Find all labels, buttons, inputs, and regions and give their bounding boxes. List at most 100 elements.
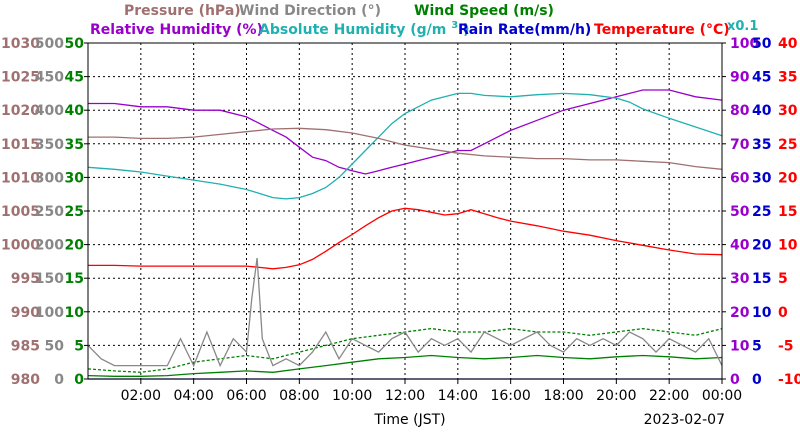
y-tick-wind_speed: 5 [74,338,84,354]
y-tick-pressure: 985 [11,338,40,354]
legend-absolute-humidity-tail: ) [463,22,469,38]
y-tick-wind_dir: 350 [35,137,64,153]
legend-absolute-humidity: Absolute Humidity (g/m [259,22,446,38]
series-wind-speed-mean [87,354,723,377]
x-axis: 02:00 04:00 06:00 08:00 10:00 12:00 14:00 16:00… [121,379,742,404]
x-tick-label: 22:00 [649,388,689,404]
y-tick-wind_speed: 45 [65,70,84,86]
y-tick-pressure: 1015 [1,137,40,153]
series-wind-dir [87,257,723,368]
y-tick-temp: 10 [778,238,798,254]
y-axes: 9809859909951000100510101015102010251030… [1,36,800,388]
y-tick-temp: -10 [778,372,800,388]
legend-rain-rate: Rain Rate(mm/h) [458,22,591,38]
y-tick-rh: 40 [730,238,750,254]
y-tick-wind_speed: 30 [65,170,85,186]
y-tick-wind_speed: 25 [65,204,84,220]
y-tick-rh: 60 [730,170,750,186]
y-tick-rain: 45 [752,70,771,86]
x-tick-label: 10:00 [332,388,372,404]
y-tick-wind_speed: 20 [65,238,85,254]
y-tick-wind_dir: 0 [54,372,64,388]
y-tick-wind_speed: 35 [65,137,84,153]
y-tick-wind_speed: 0 [74,372,84,388]
y-tick-rh: 0 [730,372,740,388]
y-tick-wind_speed: 40 [65,103,85,119]
y-tick-pressure: 995 [11,271,40,287]
y-tick-wind_dir: 250 [35,204,64,220]
y-tick-rain: 35 [752,137,771,153]
y-tick-rh: 50 [730,204,750,220]
chart-date: 2023-02-07 [644,412,725,428]
y-tick-temp: 15 [778,204,797,220]
y-tick-wind_dir: 100 [35,305,64,321]
y-tick-temp: 0 [778,305,788,321]
y-tick-pressure: 1020 [1,103,40,119]
x-tick-label: 14:00 [438,388,478,404]
series-rh [88,89,723,175]
y-tick-wind_speed: 15 [65,271,84,287]
y-tick-wind_speed: 50 [65,36,85,52]
y-tick-rain: 10 [752,305,772,321]
x-tick-label: 04:00 [173,388,213,404]
x-tick-label: 08:00 [279,388,319,404]
legend-row-2: Relative Humidity (%) Absolute Humidity … [90,16,730,38]
y-tick-rain: 15 [752,271,771,287]
y-tick-rain: 50 [752,36,772,52]
y-tick-rain: 40 [752,103,772,119]
y-tick-pressure: 990 [11,305,40,321]
x-tick-label: 16:00 [490,388,530,404]
series-ah [87,92,723,200]
y-tick-wind_dir: 450 [35,70,64,86]
series-pressure [88,127,723,170]
y-tick-temp: 35 [778,70,797,86]
y-tick-temp: 5 [778,271,788,287]
y-tick-temp: -5 [778,338,794,354]
y-tick-wind_speed: 10 [65,305,85,321]
y-tick-wind_dir: 500 [35,36,64,52]
y-tick-rain: 0 [752,372,762,388]
y-tick-wind_dir: 400 [35,103,64,119]
y-tick-rain: 5 [752,338,762,354]
y-tick-rh: 100 [730,36,759,52]
y-tick-pressure: 1005 [1,204,40,220]
y-tick-temp: 40 [778,36,798,52]
legend-pressure: Pressure (hPa) [124,3,241,19]
y-tick-rh: 80 [730,103,750,119]
legend-wind-speed: Wind Speed (m/s) [414,3,554,19]
legend-relative-humidity: Relative Humidity (%) [90,22,263,38]
legend-temperature: Temperature (°C) [594,22,730,38]
x-axis-label: Time (JST) [373,412,445,428]
y-tick-rain: 20 [752,238,772,254]
y-tick-rh: 90 [730,70,750,86]
y-tick-pressure: 1030 [1,36,40,52]
legend-wind-direction: Wind Direction (°) [239,3,381,19]
y-tick-temp: 25 [778,137,797,153]
y-tick-pressure: 1000 [1,238,40,254]
y-tick-pressure: 1025 [1,70,40,86]
y-tick-pressure: 1010 [1,170,40,186]
y-tick-wind_dir: 50 [45,338,65,354]
series-temp [88,207,723,270]
y-tick-rh: 20 [730,305,750,321]
y-tick-rain: 25 [752,204,771,220]
legend-absolute-humidity-sup: 3 [451,20,458,31]
x-tick-label: 06:00 [226,388,266,404]
y-tick-temp: 30 [778,103,798,119]
x-tick-label: 02:00 [121,388,161,404]
grid [88,43,722,379]
y-tick-wind_dir: 200 [35,238,64,254]
y-tick-wind_dir: 300 [35,170,64,186]
y-tick-rh: 30 [730,271,750,287]
y-tick-wind_dir: 150 [35,271,64,287]
x-tick-label: 12:00 [385,388,425,404]
y-tick-rain: 30 [752,170,772,186]
x-tick-label: 18:00 [543,388,583,404]
y-tick-rh: 10 [730,338,750,354]
y-tick-rh: 70 [730,137,750,153]
legend-row-1: Pressure (hPa) Wind Direction (°) Wind S… [124,3,554,19]
legend-factor-note: x0.1 [727,19,758,34]
y-tick-pressure: 980 [11,372,40,388]
x-tick-label: 20:00 [596,388,636,404]
